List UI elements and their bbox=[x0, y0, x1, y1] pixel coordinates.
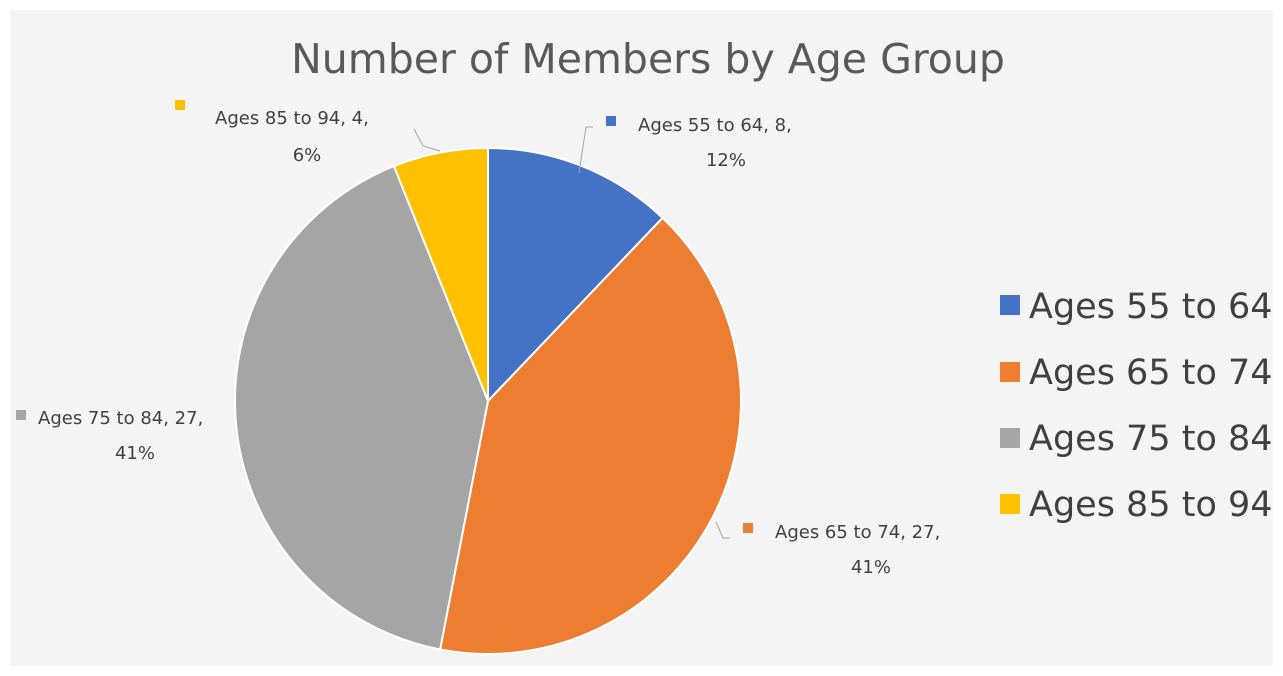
data-label-line2: 12% bbox=[706, 150, 746, 171]
pie-slice-ages-55-to-64 bbox=[487, 146, 665, 404]
legend-swatch bbox=[1000, 428, 1020, 448]
legend-label: Ages 55 to 64 bbox=[1029, 287, 1273, 327]
data-label-marker bbox=[606, 116, 616, 126]
data-label-ages-55-64: Ages 55 to 64, 8, 12% bbox=[578, 115, 792, 174]
data-label-ages-65-74: Ages 65 to 74, 27, 41% bbox=[715, 521, 940, 578]
legend-swatch bbox=[1000, 362, 1020, 382]
data-label-line1: Ages 75 to 84, 27, bbox=[38, 408, 203, 429]
data-label-line2: 41% bbox=[115, 443, 155, 464]
pie-slices bbox=[233, 146, 742, 655]
legend-swatch bbox=[1000, 494, 1020, 514]
pie-slice-ages-85-to-94 bbox=[392, 146, 489, 402]
pie-chart: Number of Members by Age Group Ages 55 t… bbox=[16, 35, 1273, 655]
leader-line bbox=[578, 126, 593, 174]
data-label-line2: 41% bbox=[851, 557, 891, 578]
pie-slice-ages-65-to-74 bbox=[438, 216, 742, 655]
legend-entry-ages-75-84: Ages 75 to 84 bbox=[1000, 419, 1273, 459]
data-label-ages-75-84: Ages 75 to 84, 27, 41% bbox=[16, 408, 203, 464]
data-label-marker bbox=[743, 523, 753, 533]
chart-area: Number of Members by Age Group Ages 55 t… bbox=[10, 10, 1273, 666]
data-label-marker bbox=[175, 100, 185, 110]
leader-line bbox=[413, 128, 441, 152]
legend-swatch bbox=[1000, 295, 1020, 315]
data-label-line1: Ages 65 to 74, 27, bbox=[775, 522, 940, 543]
chart-title: Number of Members by Age Group bbox=[291, 35, 1005, 83]
leader-line bbox=[715, 521, 730, 539]
data-label-marker bbox=[16, 410, 26, 420]
legend-entry-ages-65-74: Ages 65 to 74 bbox=[1000, 353, 1273, 393]
data-label-line1: Ages 85 to 94, 4, bbox=[215, 108, 369, 129]
data-label-line2: 6% bbox=[293, 145, 322, 166]
data-label-ages-85-94: Ages 85 to 94, 4, 6% bbox=[175, 100, 441, 166]
data-label-line1: Ages 55 to 64, 8, bbox=[638, 115, 792, 136]
legend: Ages 55 to 64 Ages 65 to 74 Ages 75 to 8… bbox=[1000, 287, 1273, 525]
pie-slice-ages-75-to-84 bbox=[233, 164, 490, 651]
legend-label: Ages 85 to 94 bbox=[1029, 485, 1273, 525]
legend-entry-ages-85-94: Ages 85 to 94 bbox=[1000, 485, 1273, 525]
legend-label: Ages 65 to 74 bbox=[1029, 353, 1273, 393]
legend-label: Ages 75 to 84 bbox=[1029, 419, 1273, 459]
legend-entry-ages-55-64: Ages 55 to 64 bbox=[1000, 287, 1273, 327]
